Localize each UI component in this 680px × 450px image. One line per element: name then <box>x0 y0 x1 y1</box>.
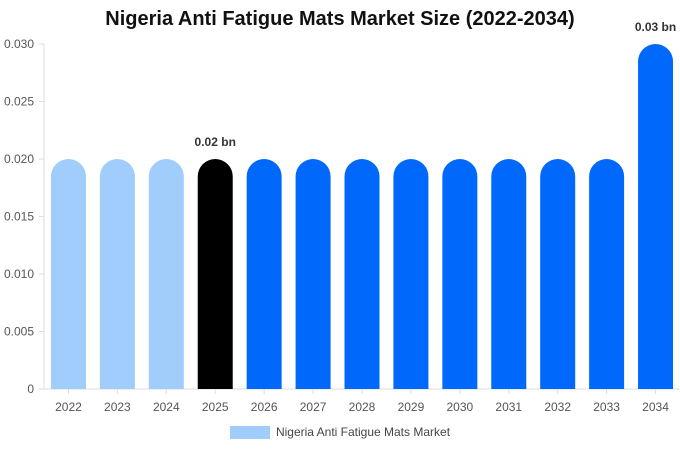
y-tick-label: 0.010 <box>4 267 34 281</box>
bar-2029[interactable] <box>393 159 429 389</box>
x-tick-label: 2022 <box>55 400 82 414</box>
bar-2028[interactable] <box>344 159 380 389</box>
bar-2027[interactable] <box>295 159 331 389</box>
bar-2022[interactable] <box>50 159 86 389</box>
x-tick-label: 2032 <box>544 400 571 414</box>
bar-2031[interactable] <box>491 159 527 389</box>
x-tick-label: 2030 <box>446 400 473 414</box>
bar-2024[interactable] <box>148 159 184 389</box>
y-tick-label: 0.005 <box>4 325 34 339</box>
x-tick-label: 2029 <box>398 400 425 414</box>
bar-2025[interactable] <box>197 159 233 389</box>
x-tick-label: 2028 <box>349 400 376 414</box>
bar-2026[interactable] <box>246 159 282 389</box>
data-label: 0.02 bn <box>195 135 236 149</box>
bar-2032[interactable] <box>540 159 576 389</box>
y-tick-label: 0.030 <box>4 37 34 51</box>
y-tick-label: 0 <box>27 382 34 396</box>
legend[interactable]: Nigeria Anti Fatigue Mats Market <box>0 425 680 439</box>
x-tick-label: 2033 <box>593 400 620 414</box>
bar-2034[interactable] <box>638 44 674 389</box>
bar-2023[interactable] <box>99 159 135 389</box>
y-tick-label: 0.025 <box>4 95 34 109</box>
x-tick-label: 2024 <box>153 400 180 414</box>
data-label: 0.03 bn <box>635 20 676 34</box>
legend-swatch <box>229 425 270 439</box>
legend-label: Nigeria Anti Fatigue Mats Market <box>275 425 451 439</box>
bar-2030[interactable] <box>442 159 478 389</box>
x-tick-label: 2025 <box>202 400 229 414</box>
x-tick-label: 2031 <box>495 400 522 414</box>
x-tick-label: 2023 <box>104 400 131 414</box>
x-tick-label: 2027 <box>300 400 327 414</box>
y-tick-label: 0.015 <box>4 210 34 224</box>
bar-2033[interactable] <box>589 159 625 389</box>
x-tick-label: 2026 <box>251 400 278 414</box>
chart-title: Nigeria Anti Fatigue Mats Market Size (2… <box>105 8 575 30</box>
y-tick-label: 0.020 <box>4 152 34 166</box>
x-tick-label: 2034 <box>642 400 669 414</box>
